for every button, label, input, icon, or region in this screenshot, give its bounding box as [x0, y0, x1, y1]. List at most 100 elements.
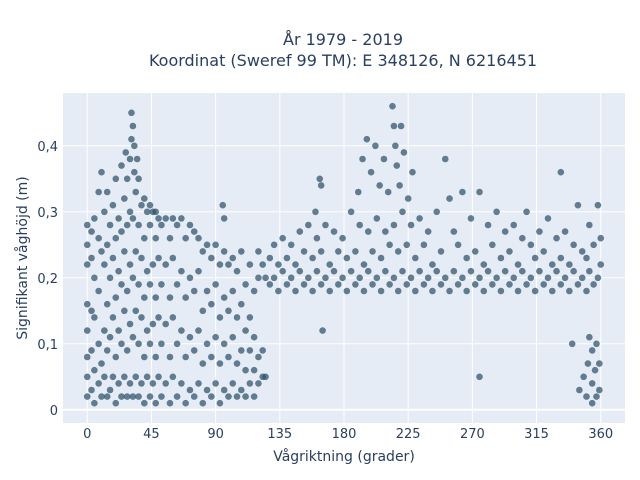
data-point — [83, 300, 91, 308]
data-point — [322, 274, 329, 282]
data-point — [220, 294, 228, 301]
data-point — [101, 373, 108, 381]
x-tick-label: 360 — [588, 427, 613, 442]
data-point — [166, 353, 174, 361]
data-point — [514, 261, 522, 268]
data-point — [404, 195, 412, 202]
data-point — [88, 347, 95, 354]
data-point — [359, 155, 366, 163]
data-point — [403, 241, 411, 249]
data-point — [356, 274, 363, 282]
data-point — [237, 300, 245, 308]
y-tick-label: 0,2 — [37, 272, 58, 287]
data-point — [208, 254, 215, 262]
data-point — [557, 168, 565, 176]
data-point — [91, 215, 98, 222]
data-point — [246, 347, 254, 354]
data-point — [169, 254, 177, 262]
data-point — [233, 267, 241, 275]
data-point — [246, 314, 254, 321]
data-point — [382, 228, 389, 235]
data-point — [580, 373, 587, 381]
data-point — [367, 168, 375, 176]
data-point — [343, 287, 351, 295]
data-point — [162, 261, 170, 268]
data-point — [446, 195, 453, 202]
data-point — [553, 267, 560, 275]
data-point — [95, 340, 102, 348]
data-point — [126, 320, 134, 328]
data-point — [129, 274, 137, 282]
data-point — [83, 261, 91, 268]
data-point — [576, 386, 583, 394]
data-point — [392, 142, 399, 150]
data-point — [283, 254, 291, 262]
data-point — [372, 142, 379, 150]
data-point — [588, 399, 596, 407]
data-point — [199, 360, 207, 367]
data-point — [583, 254, 590, 262]
data-point — [138, 380, 145, 387]
data-point — [459, 188, 466, 196]
data-point — [91, 399, 98, 407]
data-point — [566, 261, 573, 268]
data-point — [95, 287, 102, 295]
data-point — [118, 393, 125, 400]
data-point — [586, 221, 593, 229]
data-point — [123, 175, 131, 183]
data-point — [121, 195, 128, 202]
data-point — [132, 248, 140, 255]
data-point — [270, 274, 278, 282]
data-point — [574, 201, 582, 209]
data-point — [292, 261, 299, 268]
data-point — [574, 281, 582, 288]
data-point — [225, 393, 232, 400]
data-point — [597, 234, 605, 242]
data-point — [129, 333, 137, 341]
data-point — [514, 287, 522, 295]
data-point — [262, 373, 269, 381]
data-point — [326, 261, 334, 268]
x-tick-label: 45 — [143, 427, 160, 442]
data-point — [316, 175, 324, 183]
data-point — [109, 254, 117, 262]
data-point — [343, 254, 351, 262]
data-point — [594, 201, 602, 209]
data-point — [420, 281, 428, 288]
data-point — [112, 353, 120, 361]
data-point — [118, 281, 125, 288]
data-point — [118, 340, 125, 348]
data-point — [128, 135, 135, 143]
data-point — [162, 380, 170, 387]
data-point — [186, 221, 194, 229]
data-point — [220, 386, 228, 394]
data-point — [373, 274, 381, 282]
data-point — [557, 281, 565, 288]
data-point — [501, 267, 509, 275]
data-point — [195, 327, 202, 334]
data-point — [300, 248, 308, 255]
data-point — [101, 208, 108, 216]
data-point — [203, 241, 211, 249]
data-point — [450, 228, 458, 235]
data-point — [237, 347, 245, 354]
data-point — [186, 274, 194, 282]
data-point — [250, 393, 258, 400]
data-point — [275, 261, 282, 268]
data-point — [83, 393, 91, 400]
data-points — [83, 102, 605, 407]
data-point — [242, 327, 249, 334]
data-point — [352, 248, 359, 255]
data-point — [103, 347, 111, 354]
data-point — [578, 274, 586, 282]
data-point — [155, 254, 162, 262]
data-point — [437, 281, 445, 288]
data-point — [121, 248, 128, 255]
data-point — [135, 393, 142, 400]
data-point — [523, 208, 530, 216]
data-point — [584, 360, 592, 367]
data-point — [326, 287, 334, 295]
data-point — [220, 215, 228, 222]
data-point — [112, 234, 120, 242]
data-point — [527, 241, 535, 249]
